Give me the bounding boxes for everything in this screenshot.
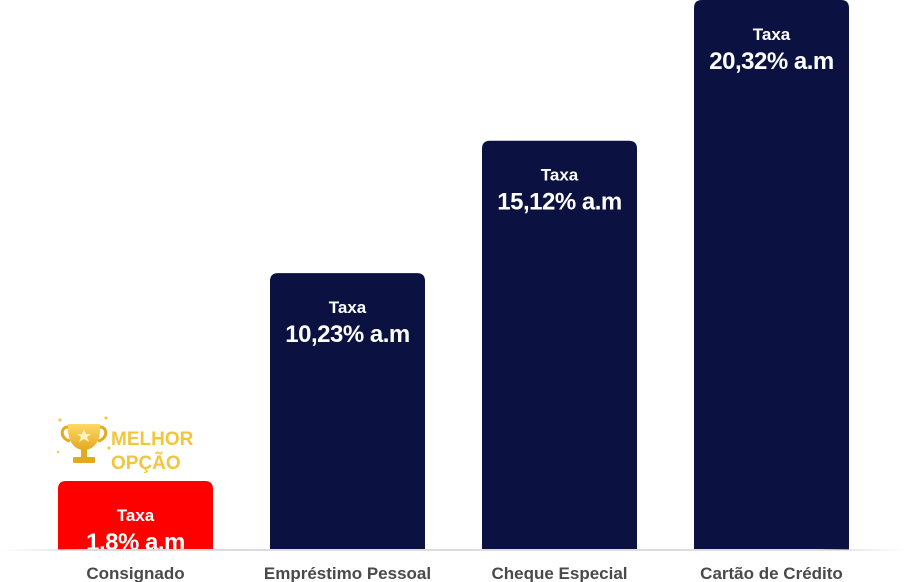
baseline — [0, 549, 907, 551]
bar-cheque-especial: Taxa 15,12% a.m — [482, 140, 637, 550]
badge-line-2: OPÇÃO — [111, 452, 181, 474]
badge-line-1: MELHOR — [111, 429, 194, 450]
bar-rect-cartao-de-credito — [694, 0, 849, 550]
category-label-cartao-de-credito: Cartão de Crédito — [700, 564, 843, 582]
bar-title-label: Taxa — [541, 166, 579, 185]
category-label-emprestimo-pessoal: Empréstimo Pessoal — [264, 564, 431, 582]
bar-value-label: 20,32% a.m — [709, 48, 833, 75]
bar-consignado: Taxa 1,8% a.m — [58, 481, 213, 556]
bar-title-label: Taxa — [753, 25, 791, 44]
bar-rect-consignado — [58, 481, 213, 550]
bar-emprestimo-pessoal: Taxa 10,23% a.m — [270, 273, 425, 550]
bar-value-label: 1,8% a.m — [86, 529, 185, 556]
bar-value-label: 10,23% a.m — [285, 321, 409, 348]
bar-value-label: 15,12% a.m — [497, 189, 621, 216]
category-label-consignado: Consignado — [86, 564, 184, 582]
bar-title-label: Taxa — [329, 298, 367, 317]
bar-rect-emprestimo-pessoal — [270, 273, 425, 550]
best-option-badge: MELHOR OPÇÃO — [56, 416, 194, 474]
trophy-icon — [56, 416, 111, 463]
bar-cartao-de-credito: Taxa 20,32% a.m — [694, 0, 849, 550]
bars-group: Taxa 1,8% a.m Taxa 10,23% a.m Taxa 15,12% a.m… — [58, 0, 849, 556]
category-labels: Consignado Empréstimo Pessoal Cheque Espec… — [86, 564, 842, 582]
bar-rect-cheque-especial — [482, 140, 637, 550]
category-label-cheque-especial: Cheque Especial — [491, 564, 627, 582]
bar-title-label: Taxa — [117, 506, 155, 525]
